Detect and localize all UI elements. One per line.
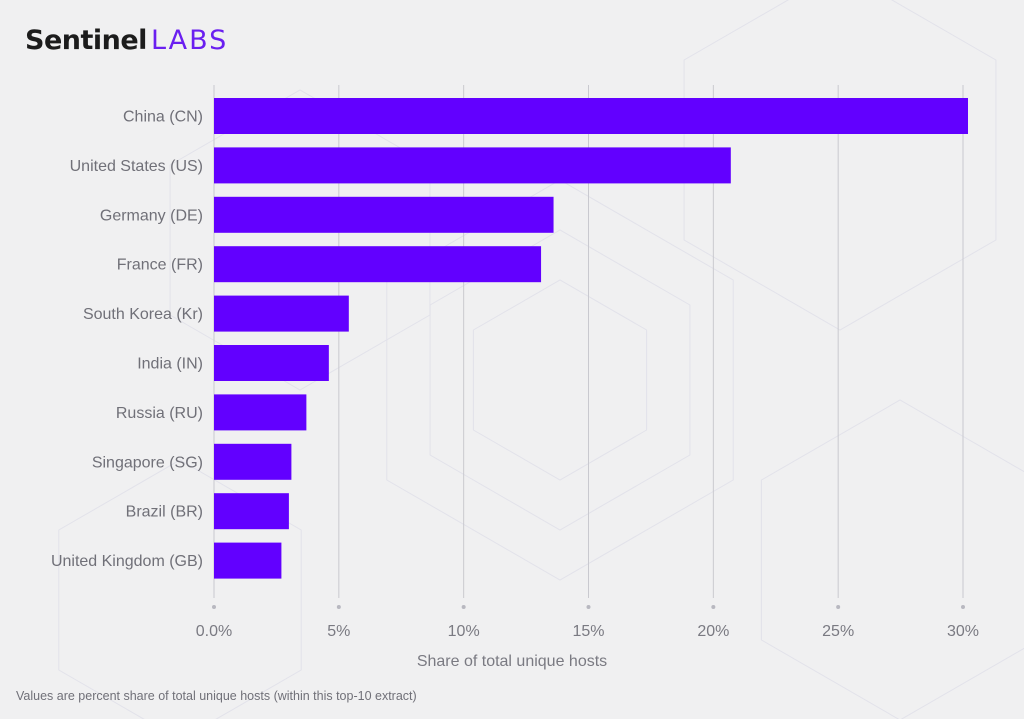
y-tick-label: India (IN)	[137, 356, 203, 373]
y-tick-label: Singapore (SG)	[92, 454, 203, 471]
tick-dot	[336, 605, 341, 609]
y-tick-label: United Kingdom (GB)	[51, 553, 203, 570]
bar	[214, 196, 554, 233]
x-tick-label: 15%	[572, 623, 604, 640]
y-tick-label: Russia (RU)	[116, 405, 203, 422]
x-tick-label: 0.0%	[196, 623, 232, 640]
bar	[214, 443, 292, 480]
x-tick-label: 5%	[327, 623, 350, 640]
x-tick-label: 30%	[947, 623, 979, 640]
bar	[214, 345, 329, 381]
tick-dot	[586, 605, 591, 609]
tick-dot	[961, 605, 965, 609]
x-tick-label: 10%	[448, 623, 480, 640]
x-tick-label: 20%	[697, 623, 729, 640]
hexagon-background-pattern	[58, 0, 1024, 719]
y-tick-label: Germany (DE)	[100, 207, 203, 224]
bar	[214, 394, 307, 431]
tick-dot	[836, 605, 841, 609]
hexagon-decoration	[683, 0, 997, 331]
y-tick-label: United States (US)	[70, 158, 203, 175]
footnote: Values are percent share of total unique…	[16, 689, 417, 703]
hexagon-decoration	[58, 459, 302, 719]
hexagon-decoration	[386, 179, 734, 581]
y-tick-label: South Korea (Kr)	[83, 306, 203, 323]
tick-dot	[711, 605, 716, 609]
y-tick-label: China (CN)	[123, 109, 203, 126]
bar	[214, 98, 968, 134]
bar	[214, 246, 542, 283]
sentinel-labs-logo: Sentinel LABS	[25, 25, 228, 56]
tick-dot	[461, 605, 466, 609]
y-tick-label: France (FR)	[117, 257, 203, 274]
logo-part2: LABS	[150, 25, 229, 56]
bar	[214, 295, 349, 332]
logo-part1: Sentinel	[25, 25, 147, 56]
hexagon-decoration	[472, 279, 648, 481]
bar	[214, 542, 282, 579]
x-tick-label: 25%	[822, 623, 854, 640]
y-tick-label: Brazil (BR)	[126, 504, 203, 521]
x-axis-label: Share of total unique hosts	[417, 653, 607, 670]
bar	[214, 493, 289, 530]
hexagon-decoration	[760, 399, 1024, 719]
tick-dot	[212, 605, 216, 609]
bar	[214, 147, 731, 184]
